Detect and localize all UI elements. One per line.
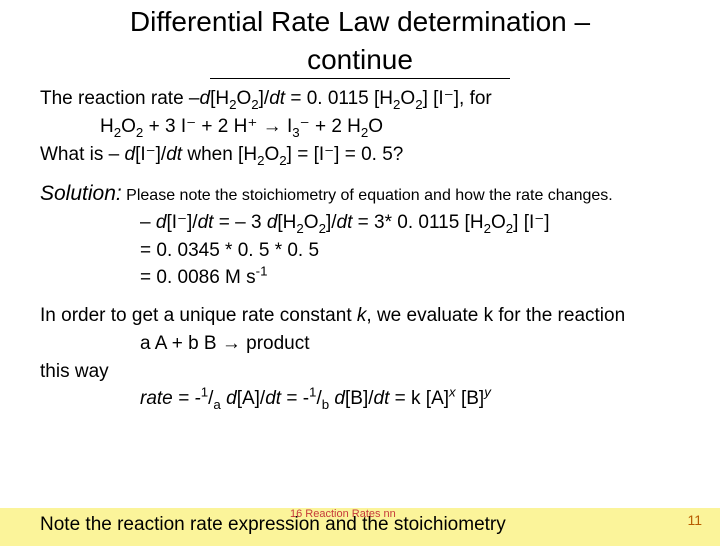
txt: = – 3 [213, 212, 266, 233]
txt: dt [198, 212, 214, 233]
arrow-icon: → [263, 116, 282, 137]
txt: In order to get a unique rate constant [40, 305, 357, 326]
txt: ] = [I⁻] = 0. 5? [287, 144, 404, 165]
txt: O [236, 88, 251, 109]
txt: y [484, 385, 491, 400]
txt: = k [A] [389, 388, 449, 409]
txt: dt [166, 144, 182, 165]
txt: [A]/ [237, 388, 266, 409]
txt: – [140, 212, 156, 233]
txt: = 3* 0. 0115 [H [352, 212, 483, 233]
explain-p2: this way [40, 360, 680, 384]
txt: rate = - [140, 388, 201, 409]
txt: d [156, 212, 167, 233]
txt: dt [265, 388, 281, 409]
problem-line1: The reaction rate –d[H2O2]/dt = 0. 0115 … [40, 87, 680, 111]
solution-line2: = 0. 0345 * 0. 5 * 0. 5 [40, 239, 680, 263]
txt: d [124, 144, 135, 165]
problem-question: What is – d[I⁻]/dt when [H2O2] = [I⁻] = … [40, 143, 680, 167]
txt: ] [I⁻] [513, 212, 549, 233]
title-line2: continue [40, 44, 680, 76]
solution-line3: = 0. 0086 M s-1 [40, 266, 680, 290]
txt: -1 [256, 264, 268, 279]
txt: = 0. 0115 [H [285, 88, 393, 109]
title-line1: Differential Rate Law determination – [40, 6, 680, 38]
red-footer-text: 16 Reaction Rates nn [290, 508, 396, 520]
txt: I [282, 116, 293, 137]
txt: [H [210, 88, 229, 109]
txt: k [357, 305, 367, 326]
arrow-icon: → [222, 333, 241, 354]
explain-p1: In order to get a unique rate constant k… [40, 304, 680, 328]
txt: [H [277, 212, 296, 233]
txt: The reaction rate – [40, 88, 199, 109]
txt: H [100, 116, 114, 137]
txt: ]/ [326, 212, 337, 233]
txt: = - [281, 388, 309, 409]
txt: dt [337, 212, 353, 233]
explain-eq2: rate = -1/a d[A]/dt = -1/b d[B]/dt = k [… [40, 387, 680, 411]
txt: ]/ [259, 88, 270, 109]
txt: , we evaluate k for the reaction [366, 305, 625, 326]
txt: ] [I⁻], for [423, 88, 492, 109]
txt: [B] [456, 388, 485, 409]
txt: d [199, 88, 210, 109]
txt: [I⁻]/ [135, 144, 166, 165]
solution-line1: – d[I⁻]/dt = – 3 d[H2O2]/dt = 3* 0. 0115… [40, 211, 680, 235]
txt: d [226, 388, 237, 409]
page-number: 11 [687, 512, 702, 528]
txt: d [334, 388, 345, 409]
title-underline [210, 78, 510, 79]
txt: product [241, 333, 310, 354]
txt: [I⁻]/ [166, 212, 197, 233]
solution-heading: Solution: Please note the stoichiometry … [40, 181, 680, 207]
txt: Please note the stoichiometry of equatio… [122, 187, 613, 204]
txt: + 3 I⁻ + 2 H⁺ [143, 116, 262, 137]
txt: ⁻ + 2 H [300, 116, 361, 137]
txt: when [H [182, 144, 257, 165]
txt: [B]/ [345, 388, 374, 409]
explain-eq1: a A + b B → product [40, 332, 680, 356]
txt: a A + b B [140, 333, 222, 354]
txt: dt [374, 388, 390, 409]
txt: = 0. 0086 M s [140, 267, 256, 288]
txt: What is – [40, 144, 124, 165]
txt: x [449, 385, 456, 400]
txt: dt [269, 88, 285, 109]
txt: d [267, 212, 278, 233]
problem-equation: H2O2 + 3 I⁻ + 2 H⁺ → I3⁻ + 2 H2O [40, 115, 680, 139]
txt: Solution: [40, 182, 122, 205]
